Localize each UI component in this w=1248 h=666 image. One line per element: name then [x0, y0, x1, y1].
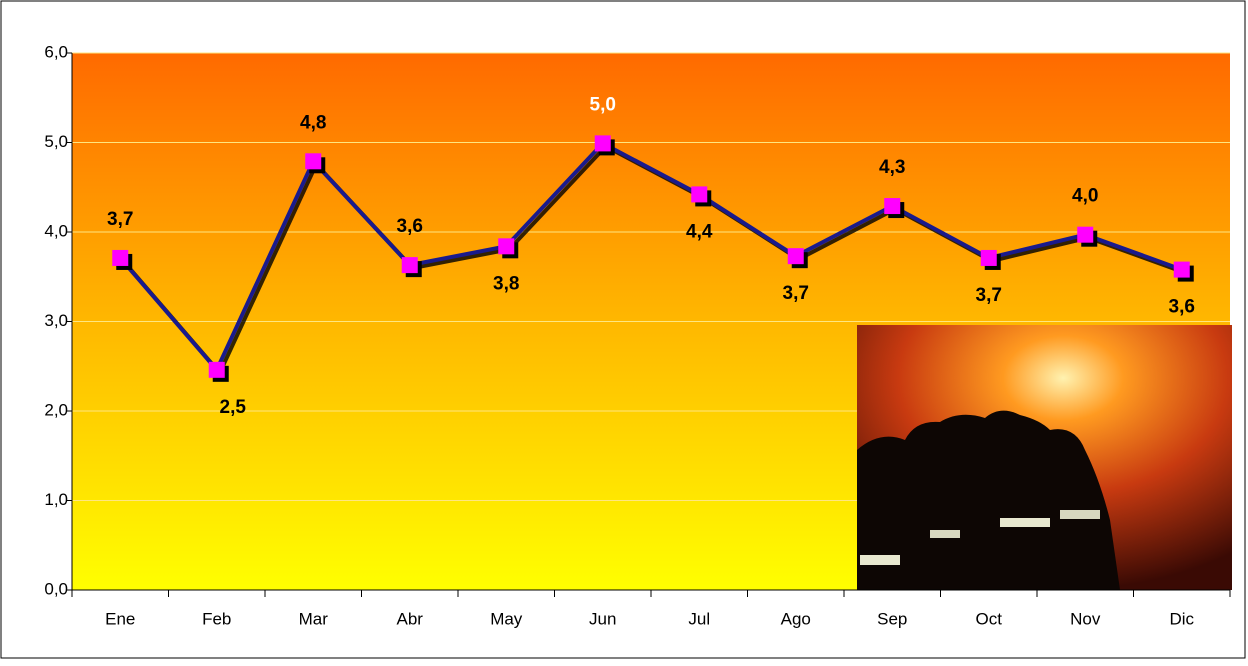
value-label: 3,6 [1169, 297, 1195, 318]
value-label: 4,0 [1072, 186, 1098, 207]
value-label: 3,7 [107, 209, 133, 230]
x-tick-label: May [490, 609, 523, 628]
marker [691, 186, 708, 203]
value-label: 3,7 [976, 285, 1002, 306]
y-tick-label: 5,0 [44, 132, 68, 151]
value-label: 3,7 [783, 283, 809, 304]
y-tick-label: 1,0 [44, 490, 68, 509]
marker [112, 249, 129, 266]
x-tick-label: Ago [781, 609, 811, 628]
marker [594, 135, 611, 152]
marker [787, 248, 804, 265]
x-tick-label: Ene [105, 609, 135, 628]
y-tick-label: 6,0 [44, 42, 68, 61]
y-tick-label: 0,0 [44, 579, 68, 598]
x-tick-label: Mar [299, 609, 329, 628]
x-tick-label: Nov [1070, 609, 1101, 628]
marker [1077, 226, 1094, 243]
x-tick-label: Feb [202, 609, 231, 628]
series-line [118, 140, 1183, 374]
x-tick-label: Jul [688, 609, 710, 628]
value-label: 3,6 [397, 216, 423, 237]
value-label: 4,4 [686, 221, 713, 242]
marker [498, 238, 515, 255]
value-label: 2,5 [220, 397, 247, 418]
marker [208, 361, 225, 378]
marker [1173, 261, 1190, 278]
x-tick-label: Sep [877, 609, 907, 628]
y-tick-label: 3,0 [44, 311, 68, 330]
x-tick-label: Oct [976, 609, 1003, 628]
marker [401, 257, 418, 274]
x-tick-label: Dic [1169, 609, 1194, 628]
marker [884, 198, 901, 215]
value-label: 4,8 [300, 112, 326, 133]
x-tick-label: Abr [397, 609, 424, 628]
value-label: 5,0 [590, 94, 616, 115]
y-tick-label: 4,0 [44, 221, 68, 240]
x-tick-label: Jun [589, 609, 616, 628]
marker [305, 153, 322, 170]
photo [857, 325, 1232, 590]
marker [980, 249, 997, 266]
value-label: 4,3 [879, 157, 905, 178]
y-tick-label: 2,0 [44, 400, 68, 419]
value-label: 3,8 [493, 273, 519, 294]
